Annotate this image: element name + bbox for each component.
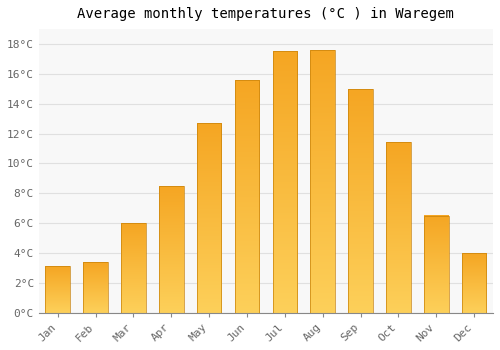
Bar [272, 51, 297, 313]
Bar [84, 262, 108, 313]
Bar [462, 253, 486, 313]
Bar [386, 142, 410, 313]
Bar [46, 266, 70, 313]
Title: Average monthly temperatures (°C ) in Waregem: Average monthly temperatures (°C ) in Wa… [78, 7, 454, 21]
Bar [197, 123, 222, 313]
Bar [424, 216, 448, 313]
Bar [159, 186, 184, 313]
Bar [348, 89, 373, 313]
Bar [234, 80, 260, 313]
Bar [121, 223, 146, 313]
Bar [310, 50, 335, 313]
